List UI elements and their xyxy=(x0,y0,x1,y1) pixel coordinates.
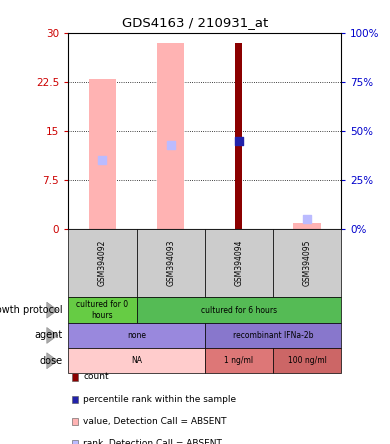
Text: growth protocol: growth protocol xyxy=(0,305,62,315)
Point xyxy=(99,157,105,164)
Text: value, Detection Call = ABSENT: value, Detection Call = ABSENT xyxy=(83,417,227,426)
Text: GDS4163 / 210931_at: GDS4163 / 210931_at xyxy=(122,16,268,28)
Text: agent: agent xyxy=(34,330,62,341)
Text: GSM394093: GSM394093 xyxy=(166,240,175,286)
Bar xyxy=(236,43,242,229)
Text: cultured for 6 hours: cultured for 6 hours xyxy=(201,305,277,315)
Bar xyxy=(157,43,184,229)
Text: GSM394095: GSM394095 xyxy=(303,240,312,286)
Text: cultured for 0
hours: cultured for 0 hours xyxy=(76,301,128,320)
Text: percentile rank within the sample: percentile rank within the sample xyxy=(83,395,236,404)
Point xyxy=(304,215,310,222)
Text: none: none xyxy=(127,331,146,340)
Point xyxy=(168,141,174,148)
Text: rank, Detection Call = ABSENT: rank, Detection Call = ABSENT xyxy=(83,439,222,444)
Text: GSM394094: GSM394094 xyxy=(234,240,243,286)
Bar xyxy=(89,79,116,229)
Text: NA: NA xyxy=(131,356,142,365)
Point xyxy=(236,137,242,144)
Text: dose: dose xyxy=(39,356,62,366)
Text: GSM394092: GSM394092 xyxy=(98,240,107,286)
Text: recombinant IFNa-2b: recombinant IFNa-2b xyxy=(233,331,313,340)
Bar xyxy=(294,223,321,229)
Text: 1 ng/ml: 1 ng/ml xyxy=(224,356,254,365)
Text: count: count xyxy=(83,373,109,381)
Text: 100 ng/ml: 100 ng/ml xyxy=(288,356,326,365)
